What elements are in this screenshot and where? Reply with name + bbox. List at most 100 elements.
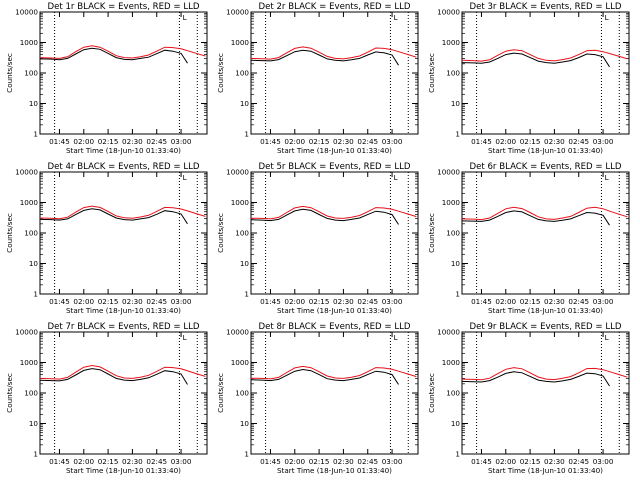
events-line bbox=[39, 208, 188, 225]
y-tick-label: 1 bbox=[33, 290, 38, 299]
x-tick-label: 02:30 bbox=[333, 457, 354, 466]
x-tick-label: 02:15 bbox=[98, 297, 119, 306]
lld-line bbox=[39, 45, 206, 59]
x-tick-label: 02:15 bbox=[520, 297, 541, 306]
x-tick-label: 02:45 bbox=[568, 297, 589, 306]
y-tick-label: 1000 bbox=[442, 198, 461, 207]
y-tick-label: 1 bbox=[33, 450, 38, 459]
panel-det-5r: Det 5r BLACK = Events, RED = LLD 1 10 100 10… bbox=[216, 162, 419, 315]
plot-frame bbox=[250, 171, 419, 295]
x-tick-label: 02:45 bbox=[146, 137, 167, 146]
x-tick-label: 02:00 bbox=[495, 297, 516, 306]
panel-title: Det 2r BLACK = Events, RED = LLD bbox=[258, 2, 410, 12]
lld-line bbox=[250, 205, 417, 220]
x-tick-label: 02:00 bbox=[73, 457, 94, 466]
corner-mark: L bbox=[605, 333, 609, 342]
x-axis-title: Start Time (18-Jun-10 01:33:40) bbox=[488, 466, 603, 475]
y-axis-title: Counts/sec bbox=[5, 53, 14, 93]
y-tick-label: 1 bbox=[244, 290, 249, 299]
x-tick-label: 02:30 bbox=[544, 457, 565, 466]
x-tick-label: 02:00 bbox=[495, 457, 516, 466]
y-tick-label: 10 bbox=[240, 259, 250, 268]
y-tick-label: 10 bbox=[451, 419, 461, 428]
x-tick-label: 01:45 bbox=[260, 457, 281, 466]
lld-line bbox=[461, 206, 628, 221]
y-axis-title: Counts/sec bbox=[427, 53, 436, 93]
events-line bbox=[39, 47, 188, 64]
lld-line bbox=[461, 367, 628, 381]
panel-title: Det 9r BLACK = Events, RED = LLD bbox=[469, 322, 621, 332]
panel-title: Det 3r BLACK = Events, RED = LLD bbox=[469, 2, 621, 12]
x-tick-label: 02:30 bbox=[333, 137, 354, 146]
plot-frame bbox=[39, 11, 208, 135]
y-tick-label: 10000 bbox=[226, 8, 249, 17]
x-tick-label: 02:00 bbox=[73, 137, 94, 146]
y-tick-label: 10000 bbox=[226, 328, 249, 337]
y-tick-label: 100 bbox=[235, 69, 249, 78]
x-tick-label: 01:45 bbox=[471, 457, 492, 466]
x-tick-label: 02:15 bbox=[520, 457, 541, 466]
x-tick-label: 02:30 bbox=[122, 297, 143, 306]
y-tick-label: 1000 bbox=[442, 38, 461, 47]
x-tick-label: 02:30 bbox=[122, 137, 143, 146]
y-tick-label: 10000 bbox=[15, 168, 38, 177]
corner-mark: L bbox=[605, 173, 609, 182]
plot-frame bbox=[461, 171, 630, 295]
x-tick-label: 02:00 bbox=[73, 297, 94, 306]
panel-title: Det 4r BLACK = Events, RED = LLD bbox=[47, 162, 199, 172]
panel-det-9r: Det 9r BLACK = Events, RED = LLD 1 10 100 10… bbox=[427, 322, 630, 475]
y-tick-label: 100 bbox=[235, 389, 249, 398]
x-tick-label: 02:00 bbox=[284, 457, 305, 466]
y-tick-label: 10 bbox=[29, 419, 39, 428]
x-tick-label: 02:30 bbox=[333, 297, 354, 306]
corner-mark: L bbox=[605, 13, 609, 22]
x-tick-label: 01:45 bbox=[471, 297, 492, 306]
y-tick-label: 10 bbox=[451, 99, 461, 108]
plot-frame bbox=[461, 11, 630, 135]
x-axis-title: Start Time (18-Jun-10 01:33:40) bbox=[66, 466, 181, 475]
x-tick-label: 02:15 bbox=[98, 137, 119, 146]
x-tick-label: 01:45 bbox=[49, 457, 70, 466]
corner-mark: L bbox=[183, 333, 187, 342]
y-axis-title: Counts/sec bbox=[427, 373, 436, 413]
corner-mark: L bbox=[394, 13, 398, 22]
y-tick-label: 1 bbox=[244, 450, 249, 459]
y-tick-label: 10 bbox=[240, 99, 250, 108]
y-tick-label: 1 bbox=[244, 130, 249, 139]
x-tick-label: 01:45 bbox=[260, 137, 281, 146]
x-axis-title: Start Time (18-Jun-10 01:33:40) bbox=[488, 146, 603, 155]
x-axis-title: Start Time (18-Jun-10 01:33:40) bbox=[66, 306, 181, 315]
x-axis-title: Start Time (18-Jun-10 01:33:40) bbox=[277, 306, 392, 315]
x-tick-label: 03:00 bbox=[593, 457, 614, 466]
panel-det-8r: Det 8r BLACK = Events, RED = LLD 1 10 100 10… bbox=[216, 322, 419, 475]
x-tick-label: 02:15 bbox=[309, 457, 330, 466]
events-line bbox=[461, 52, 610, 68]
plot-frame bbox=[39, 171, 208, 295]
x-axis-title: Start Time (18-Jun-10 01:33:40) bbox=[66, 146, 181, 155]
corner-mark: L bbox=[394, 173, 398, 182]
x-tick-label: 02:45 bbox=[146, 457, 167, 466]
y-tick-label: 1 bbox=[455, 130, 460, 139]
panel-title: Det 5r BLACK = Events, RED = LLD bbox=[258, 162, 410, 172]
y-tick-label: 10 bbox=[29, 99, 39, 108]
x-tick-label: 02:00 bbox=[495, 137, 516, 146]
y-tick-label: 10000 bbox=[15, 328, 38, 337]
x-tick-label: 02:00 bbox=[284, 297, 305, 306]
plot-frame bbox=[39, 331, 208, 455]
y-tick-label: 10000 bbox=[15, 8, 38, 17]
y-tick-label: 1000 bbox=[231, 38, 250, 47]
events-line bbox=[250, 368, 399, 385]
lld-line bbox=[250, 46, 417, 60]
x-tick-label: 02:45 bbox=[146, 297, 167, 306]
y-tick-label: 10000 bbox=[437, 168, 460, 177]
events-line bbox=[39, 368, 188, 385]
y-axis-title: Counts/sec bbox=[216, 373, 225, 413]
lld-line bbox=[39, 364, 206, 380]
panel-det-2r: Det 2r BLACK = Events, RED = LLD 1 10 100 10… bbox=[216, 2, 419, 155]
x-tick-label: 03:00 bbox=[593, 297, 614, 306]
x-tick-label: 02:45 bbox=[568, 457, 589, 466]
y-tick-label: 100 bbox=[24, 229, 38, 238]
plot-frame bbox=[250, 11, 419, 135]
events-line bbox=[250, 49, 399, 66]
